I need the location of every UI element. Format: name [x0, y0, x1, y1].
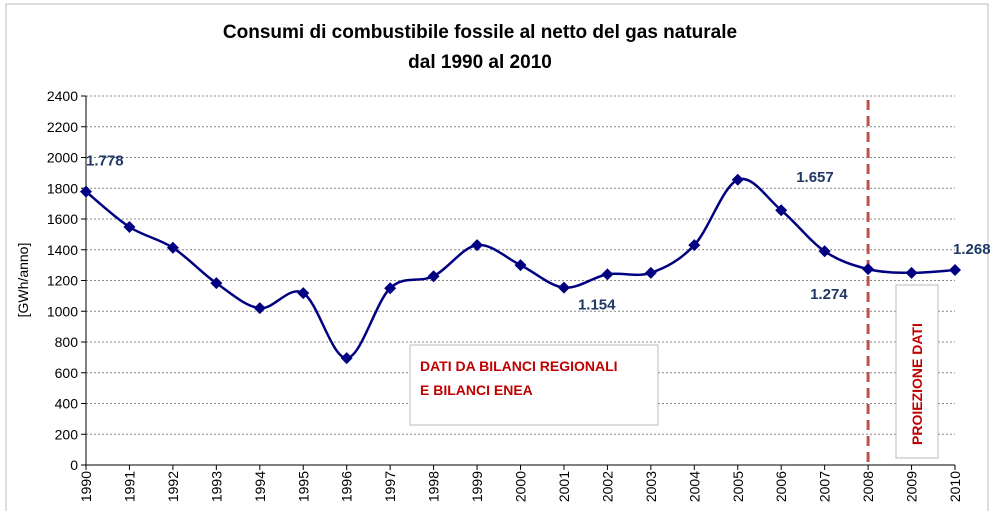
- y-tick-label: 1200: [47, 273, 78, 289]
- x-tick-label: 2007: [817, 471, 833, 502]
- marker: [297, 287, 310, 300]
- x-tick-label: 1998: [426, 471, 442, 502]
- y-tick-label: 1800: [47, 180, 78, 196]
- x-tick-label: 2006: [773, 471, 789, 502]
- marker: [80, 185, 92, 198]
- x-tick-label: 2008: [860, 471, 876, 502]
- annotation: PROIEZIONE DATI: [909, 323, 925, 445]
- x-tick-label: 2001: [556, 471, 572, 502]
- marker: [644, 266, 657, 279]
- marker: [731, 173, 744, 186]
- marker: [384, 282, 397, 295]
- annotation: E BILANCI ENEA: [420, 382, 533, 398]
- annotation-box: [409, 344, 659, 426]
- chart-title: dal 1990 al 2010: [408, 52, 552, 73]
- x-tick-label: 2009: [904, 471, 920, 502]
- x-tick-label: 2010: [947, 471, 963, 502]
- marker: [210, 277, 223, 290]
- x-tick-label: 2000: [513, 471, 529, 502]
- y-axis-label: [GWh/anno]: [15, 243, 31, 318]
- y-tick-label: 2400: [47, 88, 78, 104]
- frame: [5, 3, 989, 511]
- y-tick-label: 600: [55, 365, 79, 381]
- y-tick-label: 1600: [47, 211, 78, 227]
- marker: [949, 264, 961, 277]
- data-label: 1.274: [810, 286, 848, 303]
- y-tick-label: 2000: [47, 150, 78, 166]
- x-tick-label: 1991: [121, 471, 137, 502]
- data-label: 1.778: [86, 153, 124, 170]
- x-tick-label: 1999: [469, 471, 485, 502]
- x-tick-label: 1994: [252, 471, 268, 502]
- y-tick-label: 0: [70, 457, 78, 473]
- marker: [253, 302, 266, 315]
- x-tick-label: 1996: [339, 471, 355, 502]
- y-tick-label: 2200: [47, 119, 78, 135]
- x-tick-label: 1993: [208, 471, 224, 502]
- marker: [818, 245, 831, 258]
- y-tick-label: 800: [55, 334, 79, 350]
- x-tick-label: 2002: [599, 471, 615, 502]
- x-tick-label: 2005: [730, 471, 746, 502]
- marker: [601, 268, 614, 281]
- marker: [471, 239, 484, 252]
- data-label: 1.154: [578, 297, 616, 314]
- marker: [905, 266, 918, 279]
- marker: [775, 204, 788, 217]
- x-tick-label: 1997: [382, 471, 398, 502]
- marker: [166, 241, 179, 254]
- marker: [514, 259, 527, 272]
- marker: [340, 352, 353, 365]
- marker: [123, 220, 136, 233]
- data-label: 1.657: [796, 169, 834, 186]
- y-tick-label: 400: [55, 396, 79, 412]
- marker: [557, 281, 570, 294]
- y-tick-label: 200: [55, 426, 79, 442]
- marker: [688, 239, 701, 252]
- x-tick-label: 2003: [643, 471, 659, 502]
- chart-title: Consumi di combustibile fossile al netto…: [223, 22, 737, 43]
- annotation-box: [895, 284, 939, 459]
- marker: [427, 270, 440, 283]
- y-tick-label: 1000: [47, 303, 78, 319]
- marker: [862, 263, 875, 276]
- x-tick-label: 2004: [686, 471, 702, 502]
- data-label: 1.268: [953, 241, 990, 258]
- x-tick-label: 1995: [295, 471, 311, 502]
- annotation: DATI DA BILANCI REGIONALI: [420, 358, 618, 374]
- x-tick-label: 1992: [165, 471, 181, 502]
- x-tick-label: 1990: [78, 471, 94, 502]
- y-tick-label: 1400: [47, 242, 78, 258]
